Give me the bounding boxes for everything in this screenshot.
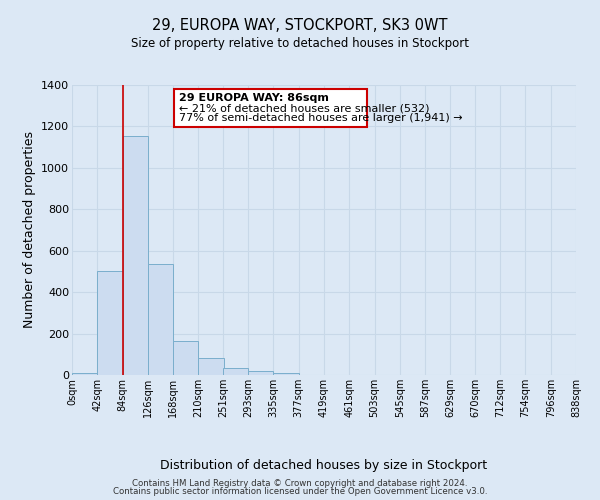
Text: 77% of semi-detached houses are larger (1,941) →: 77% of semi-detached houses are larger (… (179, 113, 463, 123)
Bar (248, 372, 274, 375)
Bar (274, 373, 299, 375)
Bar (122, 136, 148, 375)
Text: 29, EUROPA WAY, STOCKPORT, SK3 0WT: 29, EUROPA WAY, STOCKPORT, SK3 0WT (152, 18, 448, 32)
Y-axis label: Number of detached properties: Number of detached properties (23, 132, 35, 328)
Bar (199, 358, 224, 375)
Text: ← 21% of detached houses are smaller (532): ← 21% of detached houses are smaller (53… (179, 104, 430, 114)
Bar (97, 272, 122, 375)
X-axis label: Distribution of detached houses by size in Stockport: Distribution of detached houses by size … (160, 459, 488, 472)
Bar (173, 342, 199, 375)
Text: 29 EUROPA WAY: 86sqm: 29 EUROPA WAY: 86sqm (179, 94, 329, 104)
Text: Size of property relative to detached houses in Stockport: Size of property relative to detached ho… (131, 38, 469, 51)
Bar (148, 264, 173, 375)
FancyBboxPatch shape (174, 89, 367, 128)
Bar (72, 373, 97, 375)
Bar (223, 368, 248, 375)
Text: Contains HM Land Registry data © Crown copyright and database right 2024.: Contains HM Land Registry data © Crown c… (132, 478, 468, 488)
Text: Contains public sector information licensed under the Open Government Licence v3: Contains public sector information licen… (113, 487, 487, 496)
